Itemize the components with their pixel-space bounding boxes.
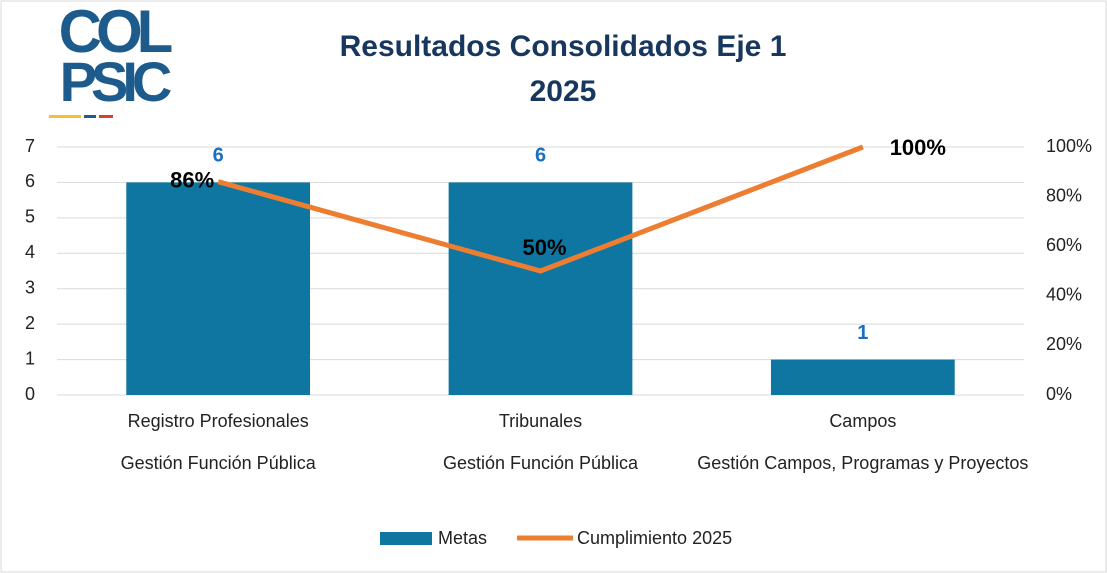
legend-swatch: [380, 532, 432, 545]
bar: [770, 359, 955, 395]
x-tick-label: Registro Profesionales: [128, 411, 309, 431]
y2-tick-label: 100%: [1046, 136, 1092, 156]
legend-label: Metas: [438, 528, 487, 548]
logo-line: PSIC: [60, 50, 171, 113]
y-tick-label: 4: [25, 242, 35, 262]
y-tick-label: 3: [25, 277, 35, 297]
bar-value-label: 6: [213, 145, 224, 167]
y2-tick-label: 60%: [1046, 235, 1082, 255]
y-tick-label: 1: [25, 348, 35, 368]
line-value-label: 100%: [890, 135, 946, 160]
y-tick-label: 6: [25, 171, 35, 191]
y-tick-label: 2: [25, 313, 35, 333]
y-tick-label: 7: [25, 136, 35, 156]
y-tick-label: 0: [25, 384, 35, 404]
y2-tick-label: 40%: [1046, 285, 1082, 305]
logo-stripe: [84, 115, 96, 118]
bar: [126, 182, 311, 395]
chart-title: Resultados Consolidados Eje 1: [340, 30, 787, 63]
x-group-label: Gestión Función Pública: [121, 453, 317, 473]
logo-stripe: [49, 115, 81, 118]
y-tick-label: 5: [25, 207, 35, 227]
line-value-label: 86%: [170, 168, 214, 193]
bar-value-label: 1: [857, 322, 868, 344]
y2-tick-label: 0%: [1046, 384, 1072, 404]
x-group-label: Gestión Función Pública: [443, 453, 639, 473]
line: [217, 144, 864, 274]
x-tick-label: Tribunales: [499, 411, 582, 431]
bar-value-label: 6: [535, 145, 546, 167]
chart-title: 2025: [530, 75, 597, 108]
y2-tick-label: 20%: [1046, 334, 1082, 354]
y2-tick-label: 80%: [1046, 185, 1082, 205]
x-group-label: Gestión Campos, Programas y Proyectos: [697, 453, 1028, 473]
bar: [448, 182, 633, 395]
line-value-label: 50%: [522, 235, 566, 260]
legend-label: Cumplimiento 2025: [577, 528, 732, 548]
logo-stripe: [99, 115, 113, 118]
logo-line: COL: [59, 0, 172, 65]
x-tick-label: Campos: [829, 411, 896, 431]
